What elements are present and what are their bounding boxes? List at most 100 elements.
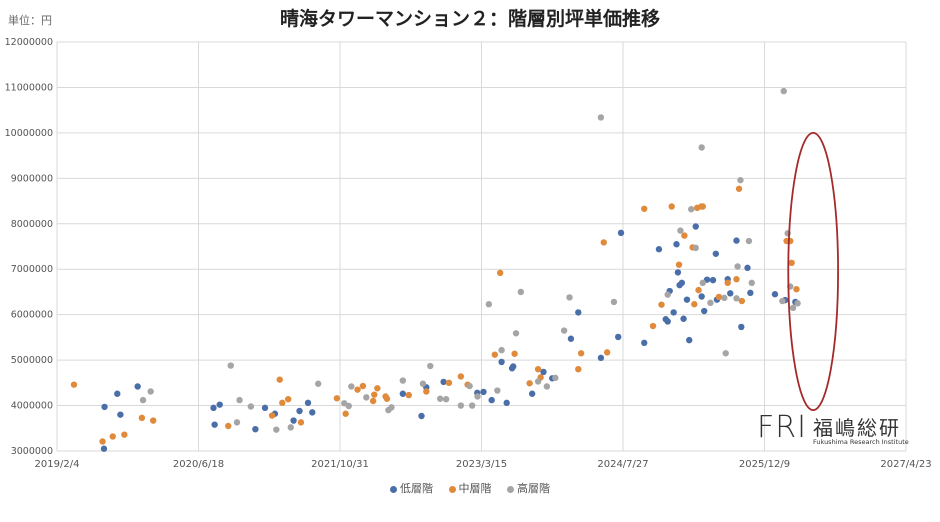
data-point	[675, 261, 683, 268]
x-tick-label: 2023/3/15	[456, 459, 507, 470]
legend-item-high: 高層階	[507, 480, 550, 496]
data-point	[699, 203, 707, 210]
legend-label-mid: 中層階	[458, 482, 492, 495]
data-point	[436, 395, 444, 402]
data-point	[147, 388, 154, 395]
data-point	[686, 336, 693, 344]
data-point	[712, 250, 720, 257]
data-point	[225, 422, 232, 430]
data-point	[670, 309, 677, 316]
data-point	[348, 383, 355, 390]
data-point	[680, 315, 687, 322]
data-point	[737, 176, 744, 184]
data-point	[419, 380, 427, 387]
data-point	[345, 402, 352, 410]
data-point	[488, 396, 495, 404]
data-point	[747, 289, 754, 297]
data-point	[674, 269, 682, 276]
data-point	[498, 358, 505, 366]
data-point	[701, 307, 708, 315]
data-point	[296, 407, 303, 415]
data-point	[534, 366, 542, 373]
data-point	[733, 276, 740, 283]
data-point	[789, 304, 797, 312]
y-tick-label: 4000000	[11, 401, 53, 412]
data-point	[121, 431, 128, 438]
data-point	[268, 412, 276, 419]
y-tick-label: 3000000	[11, 446, 53, 457]
data-point	[597, 114, 605, 121]
data-point	[692, 223, 699, 230]
data-point	[793, 286, 800, 293]
unit-label: 単位：円	[8, 14, 52, 27]
data-point	[496, 269, 504, 277]
data-point	[285, 395, 292, 403]
data-point	[261, 404, 269, 412]
data-point	[498, 346, 505, 354]
data-point	[427, 362, 434, 370]
data-point	[614, 333, 622, 341]
legend-label-high: 高層階	[517, 482, 550, 495]
data-point	[788, 259, 795, 267]
data-point	[734, 263, 741, 270]
data-points	[70, 87, 801, 452]
data-point	[304, 399, 312, 407]
data-point	[664, 291, 671, 298]
data-point	[494, 387, 501, 394]
data-point	[577, 350, 585, 357]
data-point	[369, 397, 377, 405]
data-point	[745, 237, 753, 245]
data-point	[617, 229, 625, 237]
data-point	[575, 366, 582, 373]
data-point	[597, 354, 605, 362]
data-point	[491, 351, 499, 358]
logo-mark: FRI	[757, 410, 807, 445]
data-point	[744, 264, 751, 272]
data-point	[101, 403, 108, 411]
data-point	[678, 279, 686, 287]
data-point	[543, 383, 551, 390]
data-point	[655, 246, 663, 253]
y-tick-label: 11000000	[5, 82, 53, 93]
data-point	[566, 294, 573, 301]
data-point	[641, 339, 648, 347]
data-point	[233, 419, 241, 426]
chart-legend: 低層階 中層階 高層階	[0, 480, 940, 496]
data-point	[99, 438, 106, 445]
x-tick-label: 2019/2/4	[35, 459, 80, 470]
data-point	[445, 379, 453, 387]
data-point	[721, 294, 728, 302]
data-point	[216, 401, 223, 408]
y-tick-label: 12000000	[5, 37, 53, 48]
grid-lines	[56, 41, 907, 452]
data-point	[418, 412, 425, 420]
data-point	[715, 293, 723, 301]
data-point	[333, 395, 341, 402]
legend-marker-high	[507, 485, 514, 493]
data-point	[276, 376, 283, 383]
x-tick-label: 2020/6/18	[173, 459, 224, 470]
y-axis-ticks: 3000000 4000000 5000000 6000000 7000000 80000…	[5, 37, 53, 457]
x-tick-label: 2027/4/23	[880, 459, 931, 470]
data-point	[738, 323, 745, 331]
data-point	[114, 390, 121, 397]
y-tick-label: 7000000	[11, 264, 53, 275]
y-tick-label: 9000000	[11, 173, 53, 184]
legend-label-low: 低層階	[400, 482, 433, 495]
data-point	[117, 411, 124, 418]
data-point	[273, 426, 280, 433]
data-point	[540, 368, 547, 376]
x-axis-ticks: 2019/2/4 2020/6/18 2021/10/31 2023/3/15 2024…	[35, 459, 932, 470]
data-point	[575, 309, 582, 316]
data-point	[610, 298, 618, 306]
data-point	[733, 295, 740, 302]
data-point	[668, 203, 675, 210]
data-point	[485, 301, 493, 308]
data-point	[664, 318, 671, 325]
data-point	[526, 380, 533, 387]
data-point	[511, 350, 518, 357]
data-point	[211, 421, 218, 428]
data-point	[374, 385, 381, 392]
data-point	[673, 241, 680, 248]
y-tick-label: 10000000	[5, 128, 53, 139]
